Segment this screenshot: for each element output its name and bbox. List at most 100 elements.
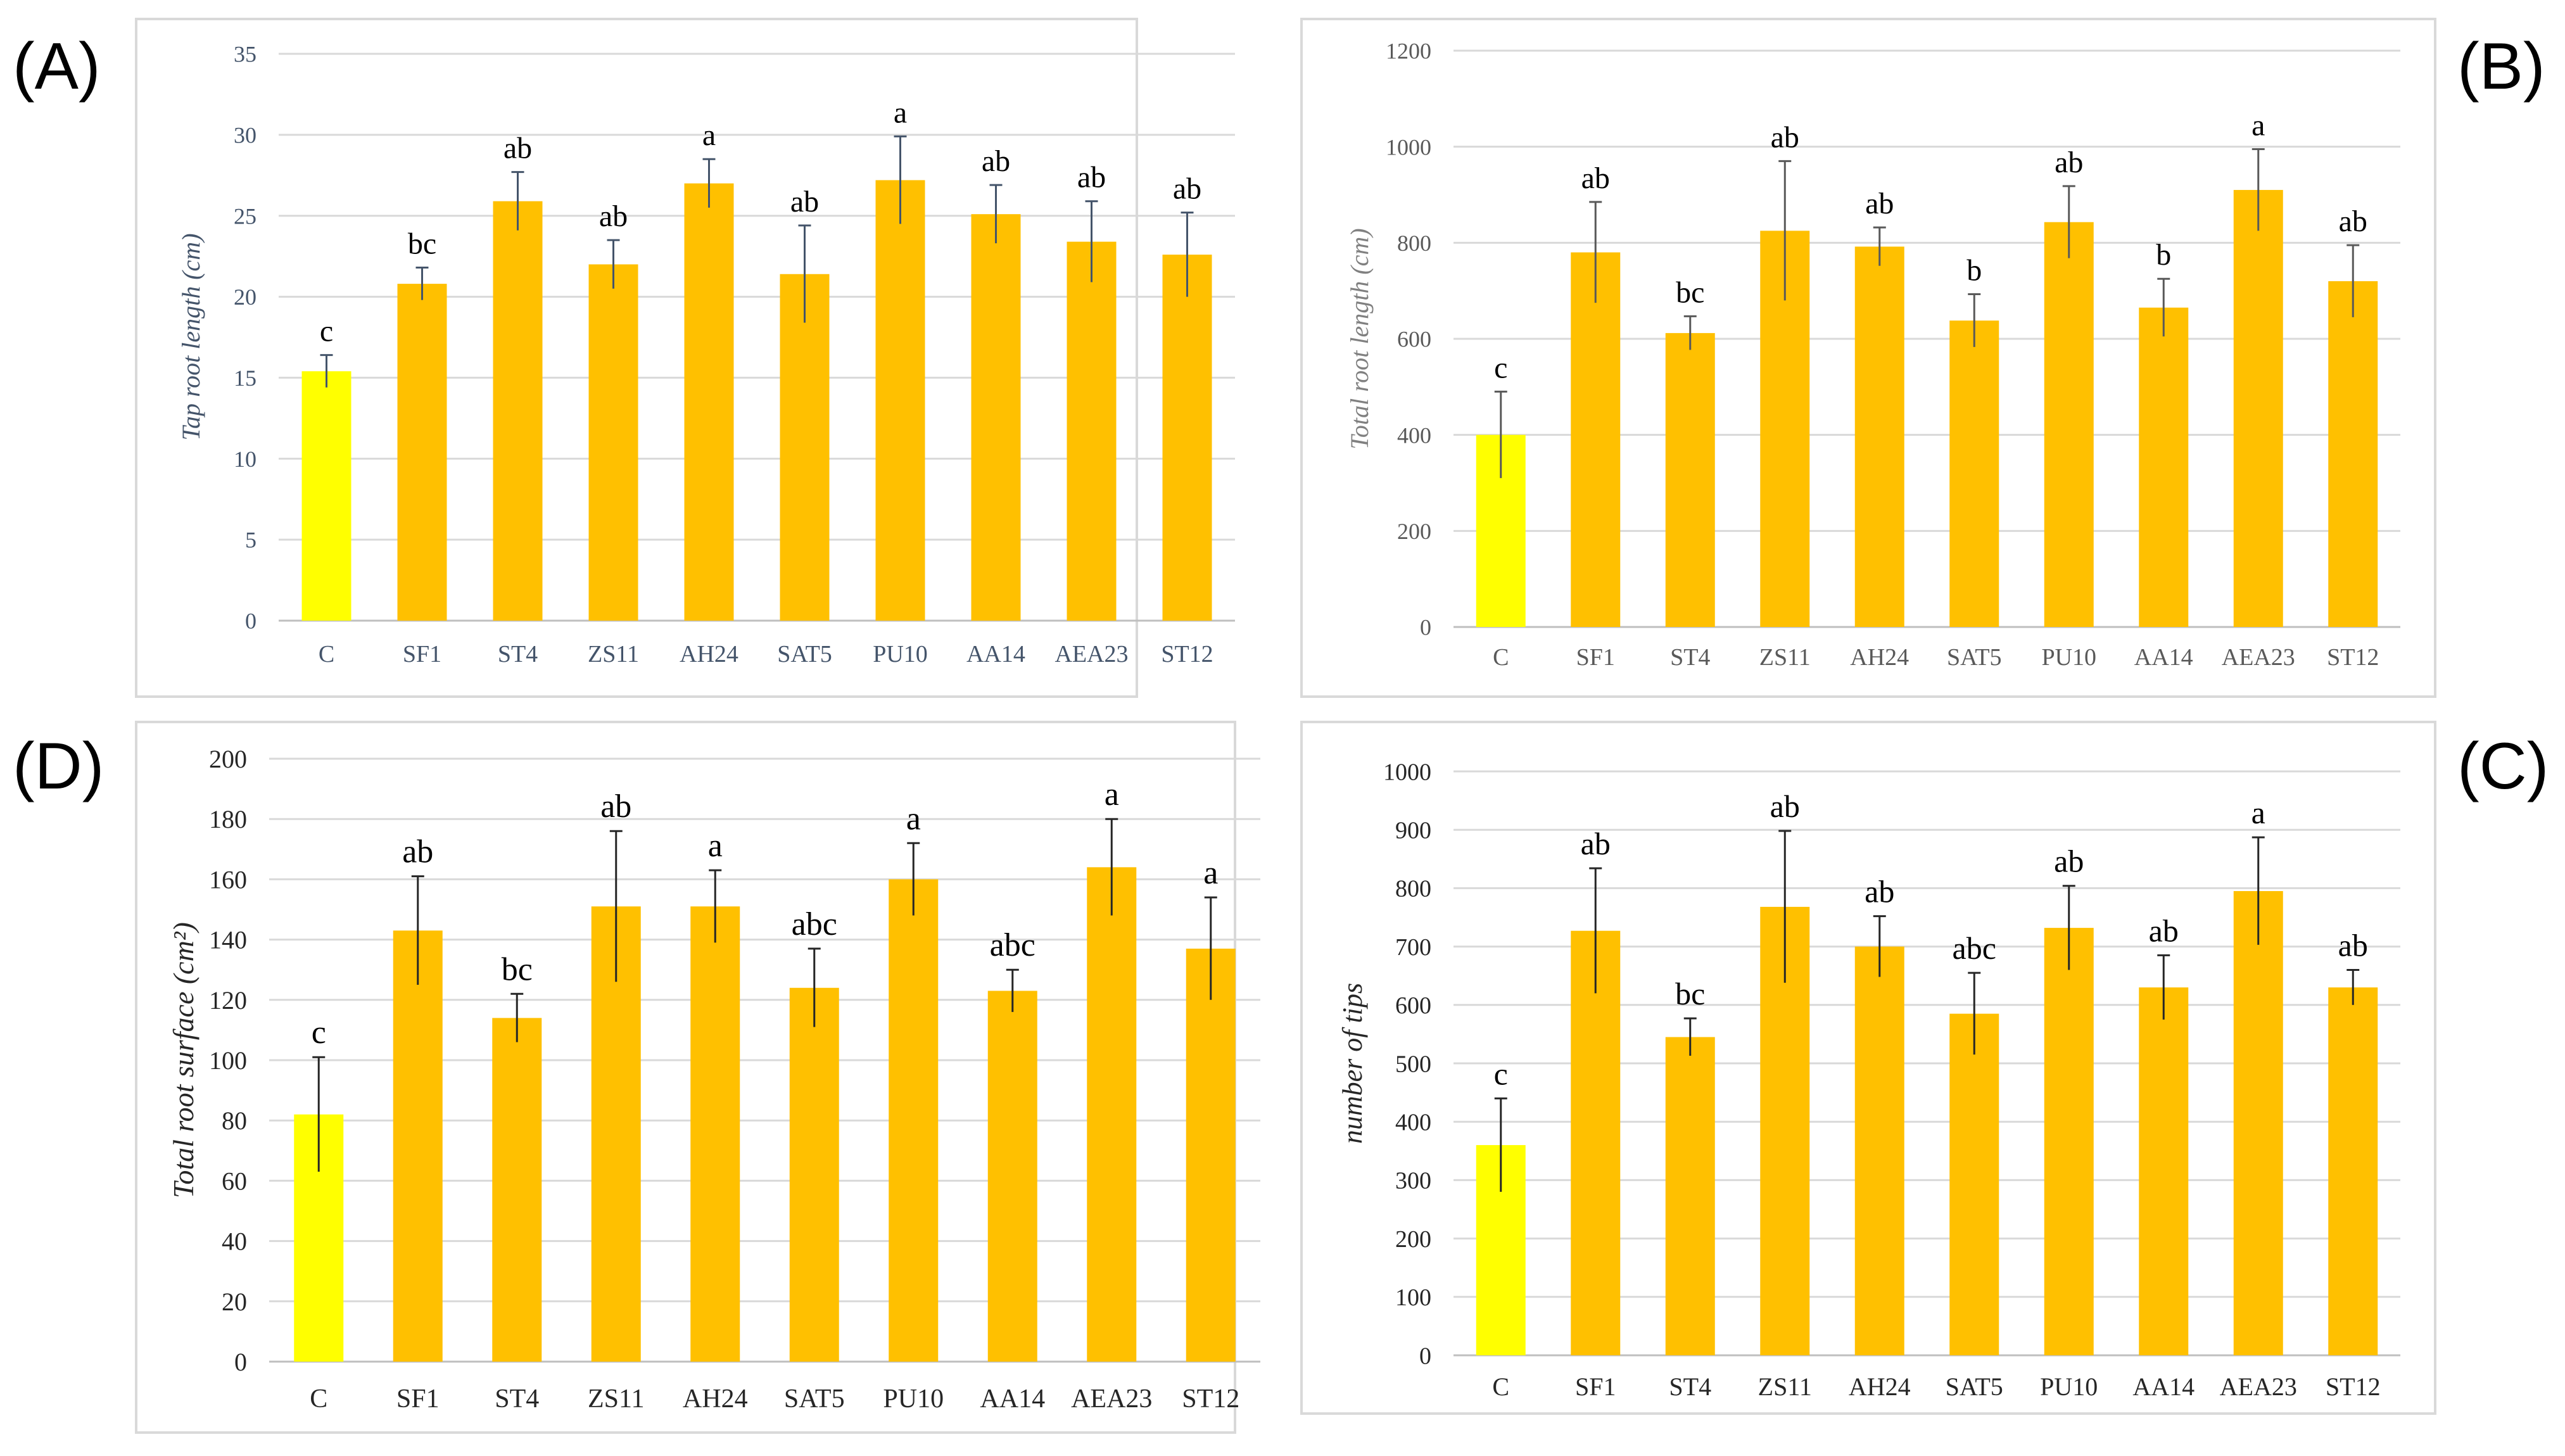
- panel-label-c: (C): [2457, 730, 2549, 803]
- chart-panel-d: 0 20 40 60 80 100 120 140 160 180 200 Total root su…: [135, 721, 1260, 1434]
- x-tick-label: C: [310, 1384, 327, 1414]
- significance-letter: a: [1105, 776, 1119, 813]
- bar-sf1: [393, 930, 443, 1362]
- significance-letter: bc: [1676, 275, 1704, 309]
- x-tick-label: SF1: [1576, 644, 1615, 671]
- bar-aa14: [2139, 987, 2189, 1355]
- x-tick-label: C: [319, 641, 334, 668]
- y-tick-label: 700: [1395, 934, 1431, 961]
- significance-letter: ab: [2339, 205, 2367, 238]
- x-tick-label: ZS11: [588, 1384, 644, 1414]
- bar-st12: [2328, 987, 2378, 1355]
- x-tick-label: AEA23: [1071, 1384, 1152, 1414]
- y-tick-label: 1000: [1383, 759, 1431, 785]
- significance-letter: a: [708, 828, 723, 864]
- x-tick-label: AH24: [1849, 1372, 1911, 1401]
- y-tick-label: 400: [1397, 422, 1431, 448]
- panel-label-d: (D): [13, 730, 104, 803]
- significance-letter: c: [1494, 351, 1507, 384]
- y-tick-label: 300: [1395, 1168, 1431, 1194]
- bar-st4: [1665, 1037, 1715, 1355]
- x-tick-label: SF1: [396, 1384, 440, 1414]
- x-tick-label: PU10: [2041, 644, 2096, 671]
- y-tick-label: 200: [1395, 1226, 1431, 1253]
- y-tick-label: 60: [222, 1167, 247, 1195]
- significance-letter: ab: [982, 144, 1010, 178]
- y-tick-label: 0: [245, 609, 256, 634]
- bar-st12: [1162, 255, 1212, 621]
- significance-letter: c: [312, 1015, 326, 1051]
- significance-letter: a: [906, 801, 921, 837]
- y-tick-label: 600: [1395, 992, 1431, 1019]
- x-tick-label: PU10: [2040, 1372, 2098, 1401]
- significance-letter: ab: [504, 132, 532, 165]
- x-tick-label: ST12: [2326, 1372, 2381, 1401]
- y-tick-label: 10: [234, 446, 256, 472]
- x-tick-label: AEA23: [2220, 1372, 2297, 1401]
- y-tick-label: 200: [1397, 519, 1431, 544]
- significance-letter: ab: [1771, 120, 1799, 154]
- significance-letter: ab: [2338, 927, 2368, 963]
- y-tick-label: 500: [1395, 1051, 1431, 1077]
- significance-letter: a: [894, 96, 907, 129]
- bar-st12: [1186, 948, 1236, 1362]
- x-tick-label: AH24: [1850, 644, 1909, 671]
- y-tick-label: 1200: [1386, 39, 1431, 64]
- bar-pu10: [889, 879, 939, 1362]
- significance-letter: abc: [1953, 930, 1996, 966]
- panel-label-b: (B): [2457, 30, 2545, 103]
- y-tick-label: 800: [1395, 876, 1431, 902]
- bar-aa14: [987, 991, 1037, 1362]
- bar-sf1: [1571, 930, 1621, 1355]
- y-axis-label: Total root surface (cm²): [167, 922, 200, 1198]
- significance-letter: ab: [599, 199, 628, 233]
- bar-pu10: [875, 180, 925, 621]
- y-tick-label: 20: [234, 284, 256, 310]
- significance-letter: ab: [1173, 172, 1201, 206]
- x-tick-label: SAT5: [1947, 644, 2002, 671]
- significance-letter: ab: [1581, 161, 1610, 195]
- y-tick-label: 600: [1397, 327, 1431, 352]
- y-tick-label: 30: [234, 122, 256, 148]
- y-tick-label: 25: [234, 203, 256, 229]
- bar-aa14: [971, 214, 1021, 621]
- bar-pu10: [2044, 928, 2094, 1355]
- significance-letter: b: [2156, 238, 2171, 272]
- x-tick-label: SF1: [403, 641, 441, 668]
- y-tick-label: 400: [1395, 1110, 1431, 1136]
- bar-zs11: [591, 906, 641, 1362]
- significance-letter: c: [320, 315, 333, 348]
- significance-letter: b: [1966, 253, 1982, 287]
- significance-letter: bc: [1675, 976, 1705, 1011]
- y-tick-label: 40: [222, 1227, 247, 1256]
- y-tick-label: 800: [1397, 231, 1431, 256]
- x-tick-label: ST12: [1161, 641, 1213, 668]
- x-tick-label: ZS11: [1759, 644, 1811, 671]
- x-tick-label: AH24: [683, 1384, 748, 1414]
- significance-letter: ab: [600, 788, 631, 825]
- bar-sat5: [780, 274, 830, 621]
- y-tick-label: 15: [234, 365, 256, 391]
- significance-letter: ab: [1865, 874, 1894, 909]
- y-tick-label: 80: [222, 1106, 247, 1135]
- x-tick-label: AA14: [2132, 1372, 2194, 1401]
- panel-label-a: (A): [13, 30, 101, 103]
- significance-letter: a: [2252, 108, 2265, 142]
- bar-aea23: [2233, 891, 2283, 1355]
- x-tick-label: PU10: [873, 641, 928, 668]
- significance-letter: ab: [2054, 844, 2084, 879]
- x-tick-label: ST12: [1182, 1384, 1239, 1414]
- y-tick-label: 160: [209, 865, 247, 894]
- significance-letter: abc: [792, 906, 837, 942]
- x-tick-label: ZS11: [1758, 1372, 1812, 1401]
- bar-c: [301, 371, 352, 621]
- y-tick-label: 100: [1395, 1284, 1431, 1311]
- significance-letter: abc: [990, 927, 1036, 963]
- significance-letter: a: [1203, 855, 1218, 891]
- y-tick-label: 900: [1395, 818, 1431, 844]
- y-tick-label: 120: [209, 986, 247, 1015]
- y-tick-label: 0: [1419, 1343, 1431, 1369]
- x-tick-label: ST4: [1670, 644, 1710, 671]
- x-tick-label: SAT5: [777, 641, 832, 668]
- chart-panel-b: 0 200 400 600 800 1000 1200 Total root length (…: [1300, 18, 2436, 698]
